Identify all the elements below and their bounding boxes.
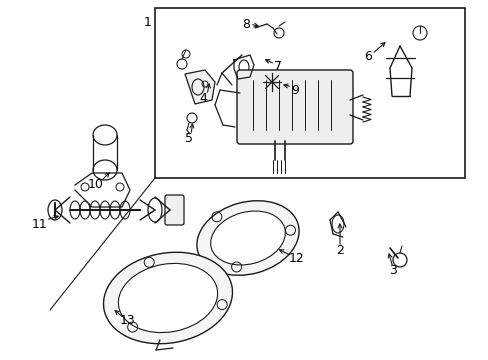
Ellipse shape	[210, 211, 285, 265]
Text: 3: 3	[388, 264, 396, 276]
Bar	[155, 8, 464, 178]
Text: 5: 5	[184, 131, 193, 144]
PathPatch shape	[184, 70, 215, 104]
Ellipse shape	[197, 201, 299, 275]
Ellipse shape	[118, 264, 217, 333]
FancyBboxPatch shape	[164, 195, 183, 225]
Ellipse shape	[103, 252, 232, 344]
Text: 11: 11	[32, 217, 48, 230]
Text: 1: 1	[144, 15, 152, 28]
Text: 7: 7	[273, 60, 282, 73]
Text: 8: 8	[242, 18, 249, 31]
Text: 12: 12	[288, 252, 304, 265]
Text: 9: 9	[290, 84, 298, 96]
Text: 6: 6	[364, 50, 371, 63]
Text: 13: 13	[120, 314, 136, 327]
Text: 10: 10	[88, 179, 104, 192]
FancyBboxPatch shape	[237, 70, 352, 144]
Text: 2: 2	[335, 243, 343, 256]
Text: 4: 4	[199, 91, 206, 104]
